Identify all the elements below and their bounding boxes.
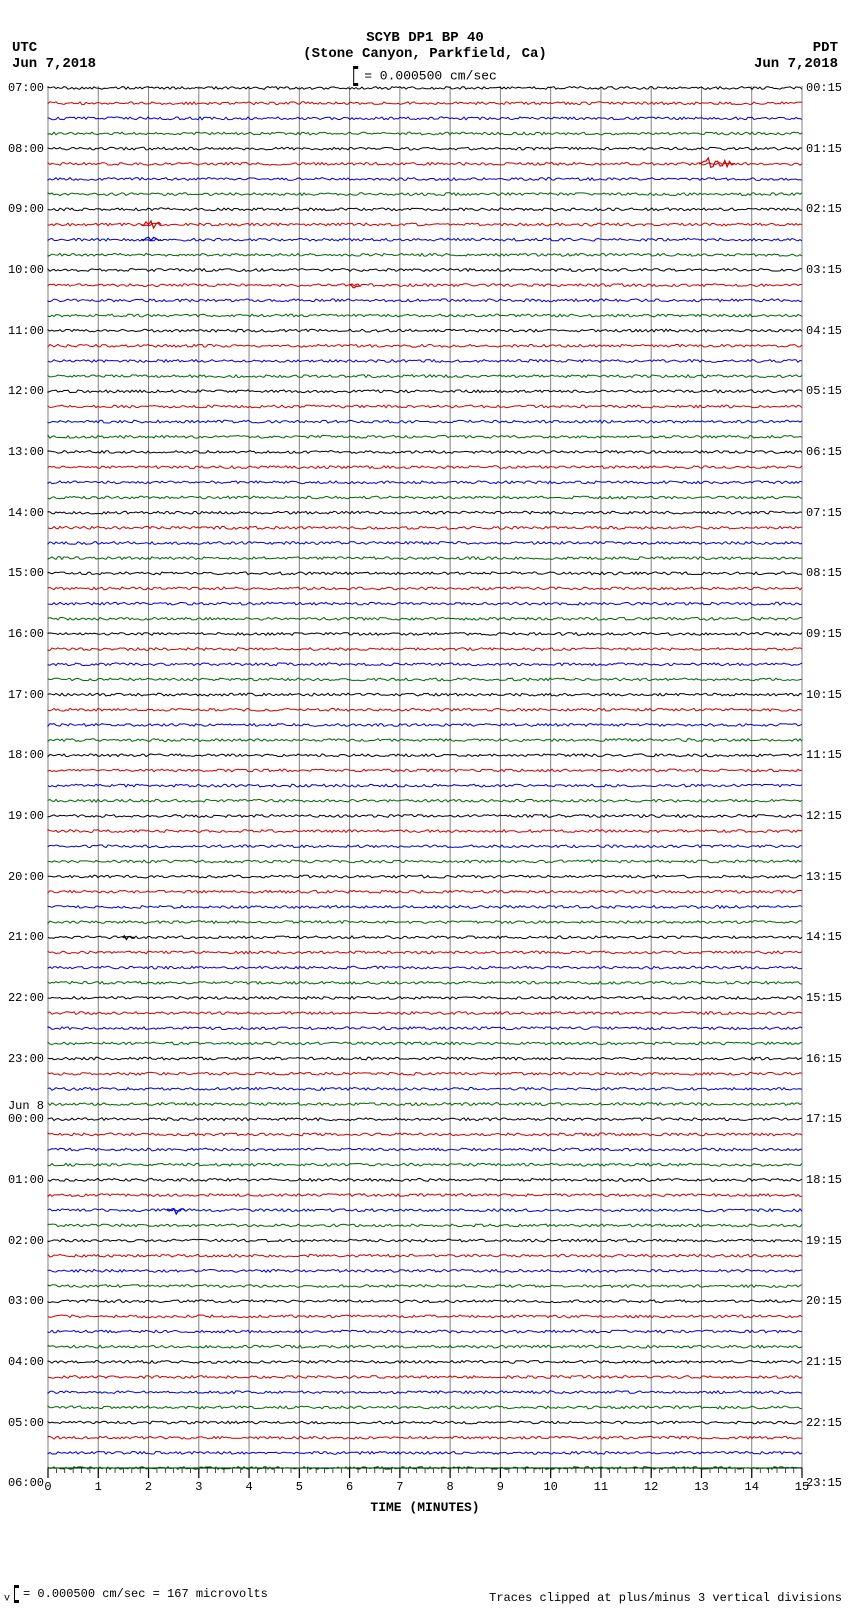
pdt-time-label: 11:15 — [806, 748, 842, 762]
x-tick-label: 5 — [296, 1480, 303, 1494]
pdt-time-label: 02:15 — [806, 202, 842, 216]
utc-time-label: 07:00 — [8, 81, 44, 95]
utc-time-label: 23:00 — [8, 1052, 44, 1066]
x-tick-label: 8 — [447, 1480, 454, 1494]
utc-time-label: 18:00 — [8, 748, 44, 762]
pdt-time-label: 09:15 — [806, 627, 842, 641]
pdt-time-label: 04:15 — [806, 324, 842, 338]
utc-time-label: 17:00 — [8, 688, 44, 702]
x-tick-label: 10 — [543, 1480, 557, 1494]
x-tick-label: 11 — [594, 1480, 608, 1494]
utc-time-label: 03:00 — [8, 1294, 44, 1308]
utc-time-label: 09:00 — [8, 202, 44, 216]
pdt-time-label: 01:15 — [806, 142, 842, 156]
pdt-time-label: 03:15 — [806, 263, 842, 277]
utc-time-label: 15:00 — [8, 566, 44, 580]
utc-time-label: 14:00 — [8, 506, 44, 520]
pdt-time-label: 12:15 — [806, 809, 842, 823]
pdt-time-label: 06:15 — [806, 445, 842, 459]
x-tick-label: 12 — [644, 1480, 658, 1494]
x-tick-label: 2 — [145, 1480, 152, 1494]
x-tick-label: 6 — [346, 1480, 353, 1494]
pdt-time-label: 22:15 — [806, 1416, 842, 1430]
utc-time-label: 04:00 — [8, 1355, 44, 1369]
pdt-time-label: 05:15 — [806, 384, 842, 398]
x-tick-label: 13 — [694, 1480, 708, 1494]
seismogram-plot — [0, 0, 850, 1613]
pdt-time-label: 20:15 — [806, 1294, 842, 1308]
pdt-time-label: 14:15 — [806, 930, 842, 944]
x-tick-label: 1 — [95, 1480, 102, 1494]
x-tick-label: 9 — [497, 1480, 504, 1494]
pdt-time-label: 15:15 — [806, 991, 842, 1005]
utc-time-label: 02:00 — [8, 1234, 44, 1248]
pdt-time-label: 17:15 — [806, 1112, 842, 1126]
utc-time-label: 22:00 — [8, 991, 44, 1005]
utc-time-label: 11:00 — [8, 324, 44, 338]
utc-time-label: 08:00 — [8, 142, 44, 156]
x-tick-label: 4 — [245, 1480, 252, 1494]
x-tick-label: 15 — [795, 1480, 809, 1494]
x-tick-label: 7 — [396, 1480, 403, 1494]
x-axis-title: TIME (MINUTES) — [370, 1500, 479, 1515]
pdt-time-label: 18:15 — [806, 1173, 842, 1187]
utc-time-label: 10:00 — [8, 263, 44, 277]
pdt-time-label: 23:15 — [806, 1476, 842, 1490]
utc-time-label: 13:00 — [8, 445, 44, 459]
utc-time-label: 06:00 — [8, 1476, 44, 1490]
pdt-time-label: 10:15 — [806, 688, 842, 702]
pdt-time-label: 21:15 — [806, 1355, 842, 1369]
utc-time-label: 01:00 — [8, 1173, 44, 1187]
utc-time-label: 21:00 — [8, 930, 44, 944]
utc-time-label: 12:00 — [8, 384, 44, 398]
pdt-time-label: 19:15 — [806, 1234, 842, 1248]
x-tick-label: 0 — [44, 1480, 51, 1494]
pdt-time-label: 08:15 — [806, 566, 842, 580]
utc-day-marker: Jun 8 — [8, 1099, 44, 1113]
x-tick-label: 3 — [195, 1480, 202, 1494]
pdt-time-label: 13:15 — [806, 870, 842, 884]
utc-time-label: 05:00 — [8, 1416, 44, 1430]
x-tick-label: 14 — [745, 1480, 759, 1494]
utc-time-label: 20:00 — [8, 870, 44, 884]
pdt-time-label: 16:15 — [806, 1052, 842, 1066]
footer-scale: v= 0.000500 cm/sec = 167 microvolts — [4, 1585, 268, 1605]
pdt-time-label: 07:15 — [806, 506, 842, 520]
utc-time-label: 00:00 — [8, 1112, 44, 1126]
utc-time-label: 19:00 — [8, 809, 44, 823]
footer-clip: Traces clipped at plus/minus 3 vertical … — [489, 1591, 842, 1605]
utc-time-label: 16:00 — [8, 627, 44, 641]
pdt-time-label: 00:15 — [806, 81, 842, 95]
